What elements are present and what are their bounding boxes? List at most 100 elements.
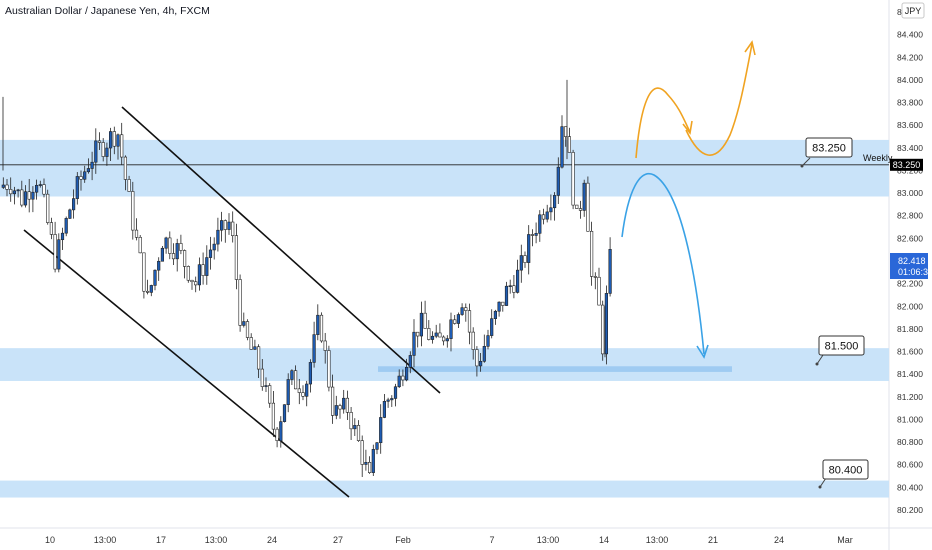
candle-body <box>508 285 512 287</box>
zone-support-80400[interactable] <box>0 480 889 498</box>
candle-body <box>541 214 546 220</box>
candle-body <box>338 405 342 410</box>
candle-body <box>319 314 324 342</box>
candle-body <box>575 204 579 209</box>
candle-body <box>386 399 390 402</box>
candle-body <box>234 235 239 280</box>
candle-body <box>356 425 361 441</box>
candle-body <box>375 442 379 450</box>
candle-body <box>264 385 268 387</box>
time-tick-label: 17 <box>156 535 166 545</box>
price-tick-label: 82.600 <box>897 233 923 243</box>
time-tick-label: 27 <box>333 535 343 545</box>
plot-area[interactable] <box>0 0 889 528</box>
candle-body <box>186 266 190 281</box>
candle-body <box>20 189 24 206</box>
candle-body <box>412 331 416 356</box>
time-tick-label: 24 <box>774 535 784 545</box>
zone-support-81500[interactable] <box>0 348 889 381</box>
candle-body <box>34 184 39 193</box>
current-price-tag[interactable]: 82.418 01:06:32 <box>890 253 932 279</box>
candle-body <box>379 417 383 444</box>
callout-80400[interactable]: 80.400 <box>818 459 869 489</box>
candle-body <box>345 397 350 413</box>
callout-80400-text: 80.400 <box>829 465 863 477</box>
candle-body <box>312 334 316 363</box>
callout-83250-text: 83.250 <box>812 143 846 155</box>
price-tick-label: 83.400 <box>897 143 923 153</box>
candle-body <box>334 405 338 416</box>
candle-body <box>46 193 50 223</box>
candle-body <box>604 293 608 355</box>
candle-body <box>112 131 116 147</box>
time-tick-label: 13:00 <box>646 535 669 545</box>
candle-body <box>397 375 401 388</box>
candle-body <box>227 221 231 230</box>
candle-body <box>286 379 290 405</box>
countdown-text: 01:06:32 <box>898 267 932 277</box>
candle-body <box>441 336 446 342</box>
candle-body <box>567 136 571 153</box>
candle-body <box>297 388 301 393</box>
candle-body <box>157 260 161 271</box>
time-axis[interactable]: 10 13:00 17 13:00 24 27 Feb 7 13:00 14 13:00 21 24 Ma… <box>45 535 853 545</box>
candle-body <box>12 190 17 195</box>
candle-body <box>90 161 94 169</box>
price-axis[interactable]: 84.60084.40084.20084.00083.80083.60083.4… <box>897 7 923 515</box>
callout-83250[interactable]: 83.250 <box>800 137 853 168</box>
candle-body <box>301 392 305 397</box>
time-tick-label: 10 <box>45 535 55 545</box>
orange-projection-path-2[interactable] <box>685 43 753 156</box>
candle-body <box>268 385 272 404</box>
candle-body <box>23 191 28 206</box>
zones-layer <box>0 139 889 498</box>
candle-body <box>490 318 494 336</box>
orange-arrowhead-2 <box>744 40 756 56</box>
channel-upper-line[interactable] <box>121 106 441 394</box>
candle-body <box>131 191 135 231</box>
currency-badge[interactable]: JPY <box>901 2 925 19</box>
candle-body <box>571 152 575 206</box>
zone-inner-bar[interactable] <box>378 366 732 372</box>
time-tick-label: 21 <box>708 535 718 545</box>
candle-body <box>327 350 331 388</box>
price-tick-label: 81.600 <box>897 347 923 357</box>
price-tick-label: 84.200 <box>897 52 923 62</box>
candle-body <box>290 370 294 380</box>
time-tick-label: 13:00 <box>537 535 560 545</box>
candle-body <box>253 346 257 350</box>
candle-body <box>519 255 523 271</box>
candle-body <box>5 184 9 190</box>
candle-body <box>308 362 313 385</box>
blue-projection-path[interactable] <box>621 172 705 355</box>
candle-body <box>456 314 461 324</box>
candle-body <box>149 285 153 293</box>
zone-resistance-83250[interactable] <box>0 139 889 197</box>
candle-body <box>545 211 549 220</box>
candle-body <box>153 269 157 286</box>
candle-body <box>416 331 420 337</box>
candle-body <box>342 397 346 410</box>
callout-81500[interactable]: 81.500 <box>815 335 865 366</box>
candle-body <box>101 142 105 157</box>
candle-body <box>538 214 542 234</box>
price-tick-label: 80.800 <box>897 437 923 447</box>
channel-lower-line[interactable] <box>23 229 350 498</box>
current-price-text: 82.418 <box>898 256 926 266</box>
candle-body <box>120 134 124 158</box>
price-tick-label: 83.000 <box>897 188 923 198</box>
candle-body <box>523 255 527 263</box>
candle-body <box>549 207 553 213</box>
candle-body <box>249 337 253 350</box>
candle-body <box>423 312 427 329</box>
candle-body <box>212 243 216 251</box>
candle-body <box>515 269 520 293</box>
chart-title: Australian Dollar / Japanese Yen, 4h, FX… <box>5 5 210 17</box>
time-tick-label: Mar <box>837 535 853 545</box>
candle-body <box>31 191 35 200</box>
candle-body <box>527 234 531 263</box>
candle-body <box>364 461 368 465</box>
orange-projection-path[interactable] <box>635 87 691 159</box>
candle-body <box>64 218 68 234</box>
